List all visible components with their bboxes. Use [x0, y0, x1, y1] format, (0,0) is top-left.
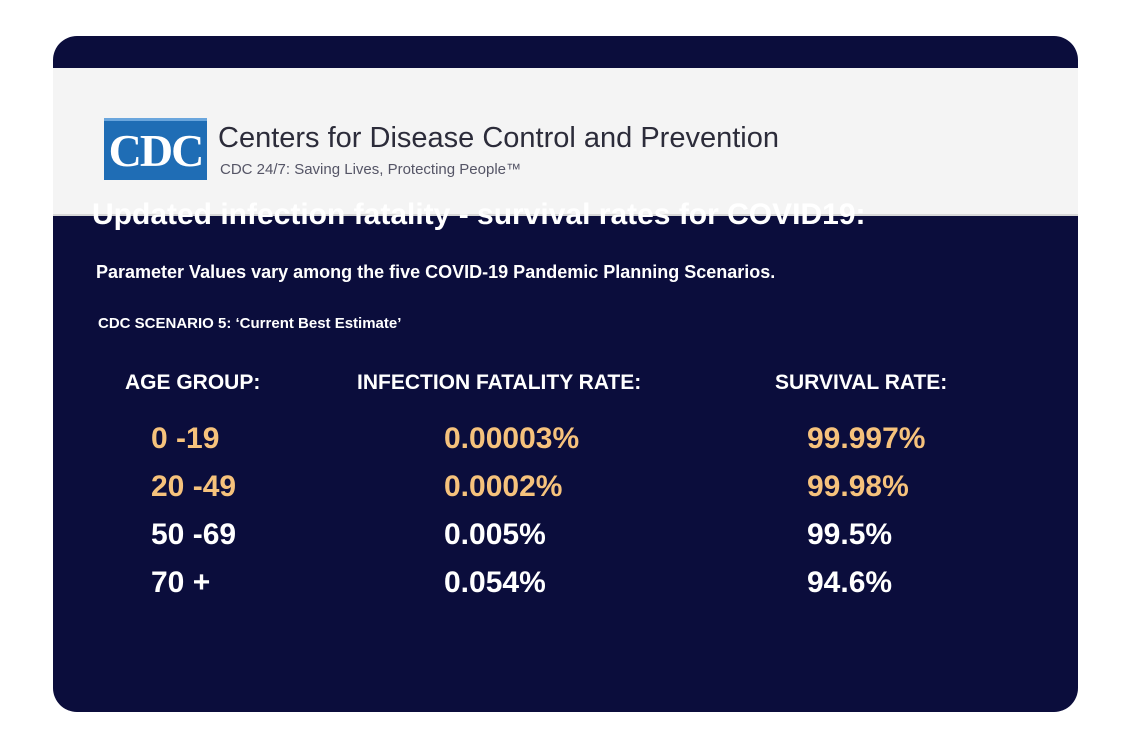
- slide-subtitle: Parameter Values vary among the five COV…: [96, 262, 776, 282]
- row-2-ifr: 0.005%: [444, 518, 546, 551]
- tagline: CDC 24/7: Saving Lives, Protecting Peopl…: [220, 161, 521, 178]
- row-1-ifr: 0.0002%: [444, 470, 563, 503]
- header-banner: CDC Centers for Disease Control and Prev…: [53, 68, 1078, 216]
- cdc-logo: CDC: [104, 118, 207, 180]
- row-0-age: 0 -19: [151, 422, 220, 455]
- row-3-ifr: 0.054%: [444, 566, 546, 599]
- row-0-survival: 99.997%: [807, 422, 926, 455]
- row-2-survival: 99.5%: [807, 518, 893, 551]
- logo-text: CDC: [108, 124, 205, 176]
- row-0-ifr: 0.00003%: [444, 422, 580, 455]
- row-1-survival: 99.98%: [807, 470, 909, 503]
- slide-title: Updated infection fatality - survival ra…: [92, 198, 866, 231]
- header-infection-fatality-rate: INFECTION FATALITY RATE:: [357, 371, 642, 394]
- row-2-age: 50 -69: [151, 518, 237, 551]
- header-age-group: AGE GROUP:: [125, 371, 261, 394]
- org-name: Centers for Disease Control and Preventi…: [218, 122, 779, 154]
- slide-card: CDC Centers for Disease Control and Prev…: [53, 36, 1078, 712]
- row-3-age: 70 +: [151, 566, 211, 599]
- row-3-survival: 94.6%: [807, 566, 893, 599]
- row-1-age: 20 -49: [151, 470, 237, 503]
- scenario-label: CDC SCENARIO 5: ‘Current Best Estimate’: [98, 315, 402, 332]
- header-survival-rate: SURVIVAL RATE:: [775, 371, 948, 394]
